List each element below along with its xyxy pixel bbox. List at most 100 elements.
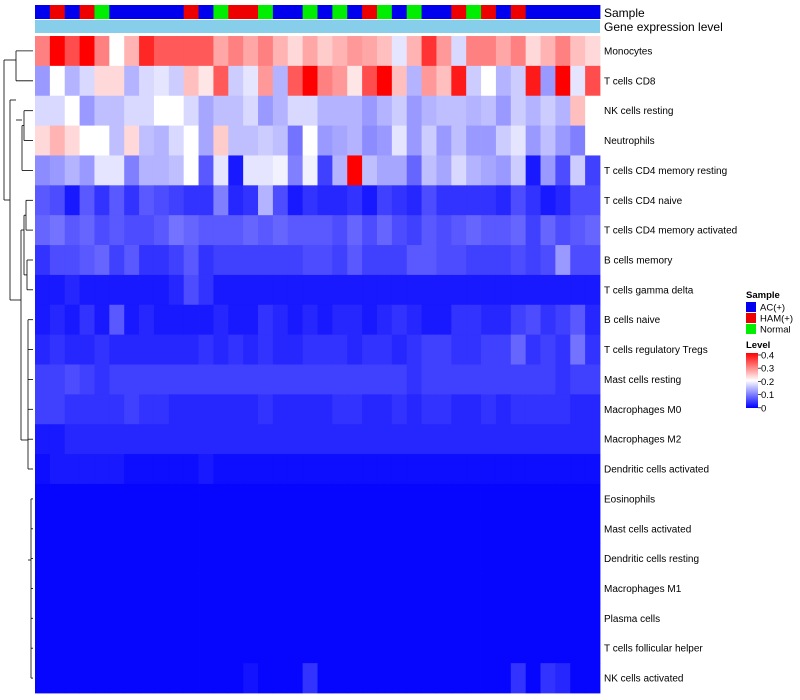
heatmap-cell [347,304,363,336]
heatmap-cell [362,215,378,246]
heatmap-cell [243,454,259,485]
heatmap-cell [272,454,289,485]
heatmap-cell [124,245,140,276]
heatmap-cell [391,95,408,126]
heatmap-cell [436,125,452,156]
heatmap-cell [555,125,571,156]
heatmap-cell [272,304,289,336]
heatmap-cell [198,394,214,425]
heatmap-cell [391,36,408,67]
heatmap-cell [525,633,541,664]
heatmap-cell [481,513,497,545]
sample-cell [451,5,467,19]
legend-tick-label: 0.3 [761,364,774,375]
heatmap-cell [510,95,527,126]
heatmap-cell [198,603,214,634]
heatmap-cell [421,245,437,276]
heatmap-cell [183,543,199,574]
heatmap-cell [436,603,452,634]
heatmap-cell [168,454,185,485]
heatmap-cell [287,125,304,156]
heatmap-cell [64,483,81,515]
heatmap-cell [495,603,512,634]
heatmap-cell [332,65,348,97]
heatmap-cell [525,245,541,276]
heatmap-cell [153,185,170,216]
heatmap-cell [258,603,274,634]
heatmap-cell [585,633,601,664]
heatmap-cell [481,155,497,186]
sample-cell [228,5,244,19]
heatmap-cell [570,573,586,604]
heatmap-cell [421,334,437,365]
heatmap-cell [391,633,408,664]
heatmap-cell [481,36,497,67]
sample-cell [124,5,140,19]
heatmap-cell [124,454,140,485]
heatmap-cell [139,573,155,604]
heatmap-cell [64,185,81,216]
heatmap-cell [525,513,541,545]
heatmap-cell [362,65,378,97]
heatmap-cell [466,454,482,485]
heatmap-cell [94,215,110,246]
heatmap-cell [153,424,170,455]
heatmap-cell [49,215,66,246]
heatmap-cell [198,215,214,246]
legend-level-colorbar [746,353,758,408]
heatmap-cell [540,155,556,186]
heatmap-cell [213,573,229,604]
heatmap-cell [287,36,304,67]
heatmap-cell [79,245,95,276]
heatmap-cell [64,304,81,336]
heatmap-cell [35,364,51,395]
heatmap-cell [555,394,571,425]
heatmap-cell [109,274,125,306]
heatmap-cell [466,424,482,455]
heatmap-cell [391,603,408,634]
heatmap-cell [451,663,467,694]
heatmap-cell [466,304,482,336]
heatmap-cell [109,663,125,694]
heatmap-cell [540,663,556,694]
heatmap-cell [376,543,393,574]
heatmap-cell [332,364,348,395]
sample-cell [525,5,541,19]
heatmap-cell [124,483,140,515]
heatmap-cell [258,663,274,694]
heatmap-cell [228,155,244,186]
heatmap-cell [198,36,214,67]
heatmap-cell [391,65,408,97]
heatmap-cell [49,155,66,186]
heatmap-cell [347,603,363,634]
heatmap-cell [35,95,51,126]
heatmap-cell [228,603,244,634]
heatmap-cell [585,573,601,604]
heatmap-cell [287,543,304,574]
heatmap-cell [481,633,497,664]
heatmap-cell [406,394,422,425]
heatmap-cell [198,513,214,545]
heatmap-cell [35,155,51,186]
heatmap-cell [168,155,185,186]
heatmap-cell [258,334,274,365]
sample-track-label: Sample [604,6,645,20]
heatmap-cell [287,603,304,634]
heatmap-cell [570,65,586,97]
heatmap-cell [109,424,125,455]
heatmap-cell [302,304,318,336]
heatmap-cell [287,304,304,336]
heatmap-cell [332,513,348,545]
heatmap-cell [376,95,393,126]
heatmap-cell [347,125,363,156]
heatmap-cell [213,633,229,664]
heatmap-cell [109,543,125,574]
heatmap-cell [302,573,318,604]
heatmap-cell [35,36,51,67]
row-label: B cells memory [604,256,672,267]
heatmap-cell [168,364,185,395]
sample-cell [317,5,333,19]
heatmap-cell [451,573,467,604]
heatmap-cell [94,513,110,545]
